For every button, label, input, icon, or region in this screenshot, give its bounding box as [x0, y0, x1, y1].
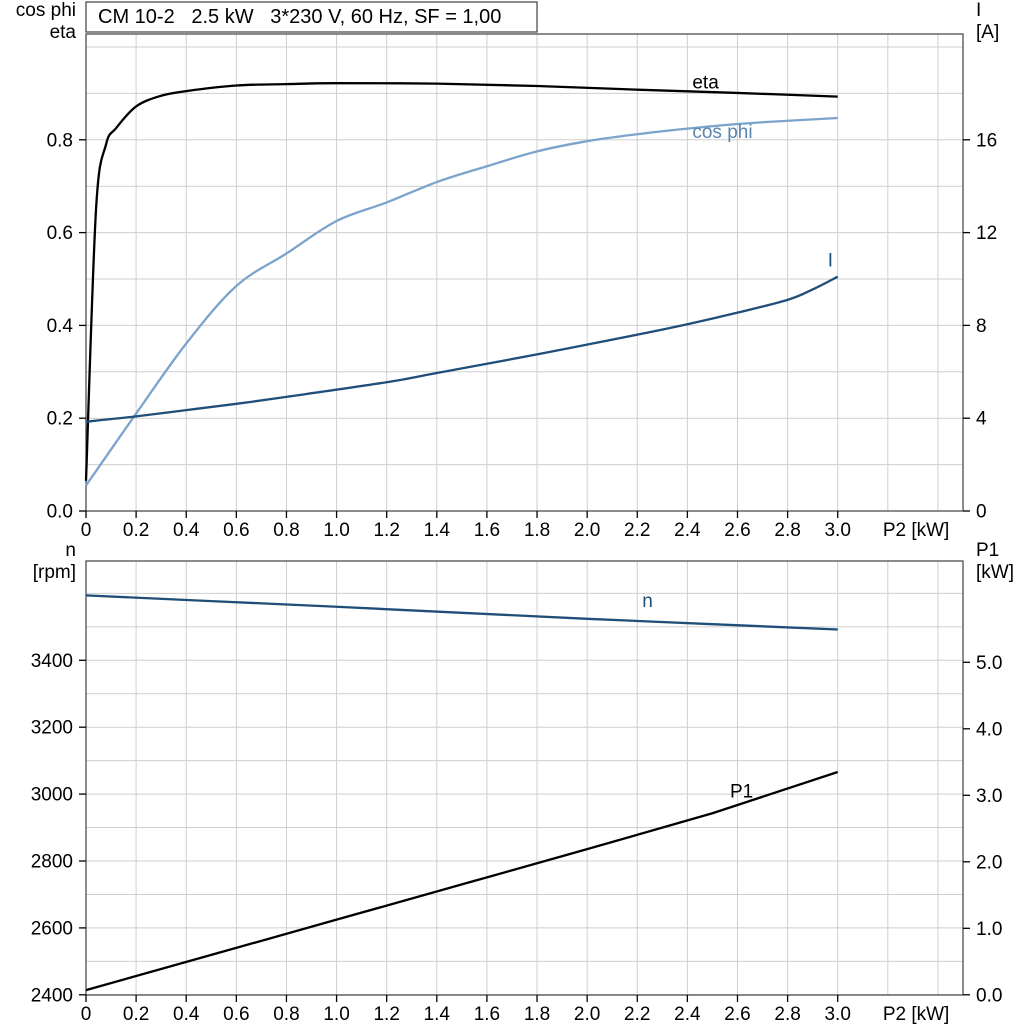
svg-text:1.8: 1.8 — [524, 1004, 550, 1024]
svg-text:0.2: 0.2 — [123, 1004, 149, 1024]
svg-text:[kW]: [kW] — [976, 562, 1014, 583]
svg-text:2.2: 2.2 — [624, 1004, 650, 1024]
svg-text:2.4: 2.4 — [674, 520, 701, 541]
svg-text:0.6: 0.6 — [47, 223, 73, 244]
svg-text:3.0: 3.0 — [976, 786, 1002, 807]
svg-text:0.2: 0.2 — [123, 520, 149, 541]
svg-text:I: I — [828, 251, 833, 272]
svg-text:4.0: 4.0 — [976, 719, 1002, 740]
svg-text:0.4: 0.4 — [173, 520, 200, 541]
svg-text:2.6: 2.6 — [724, 1004, 750, 1024]
svg-text:2.4: 2.4 — [674, 1004, 701, 1024]
svg-text:12: 12 — [976, 223, 997, 244]
svg-text:P1: P1 — [730, 781, 753, 802]
svg-text:8: 8 — [976, 316, 987, 337]
svg-text:2.8: 2.8 — [774, 1004, 800, 1024]
svg-text:1.8: 1.8 — [524, 520, 550, 541]
svg-text:5.0: 5.0 — [976, 653, 1002, 674]
svg-text:1.6: 1.6 — [474, 520, 500, 541]
svg-text:n: n — [642, 591, 653, 612]
svg-text:cos phi: cos phi — [16, 0, 76, 21]
svg-text:2600: 2600 — [31, 918, 73, 939]
svg-text:4: 4 — [976, 409, 987, 430]
svg-text:2400: 2400 — [31, 985, 73, 1006]
svg-text:I: I — [976, 0, 981, 21]
svg-text:3000: 3000 — [31, 785, 73, 806]
svg-text:1.0: 1.0 — [976, 919, 1002, 940]
svg-text:eta: eta — [50, 22, 77, 43]
svg-text:0: 0 — [976, 502, 987, 523]
svg-text:0.6: 0.6 — [223, 520, 249, 541]
svg-text:P2 [kW]: P2 [kW] — [883, 520, 950, 541]
svg-text:3400: 3400 — [31, 651, 73, 672]
svg-text:CM 10-2 2.5 kW 3*230 V, 60: CM 10-2 2.5 kW 3*230 V, 60 Hz, SF = 1,00 — [98, 6, 501, 28]
svg-text:[A]: [A] — [976, 22, 999, 43]
svg-text:eta: eta — [692, 73, 719, 94]
svg-text:0.2: 0.2 — [47, 409, 73, 430]
svg-text:1.2: 1.2 — [373, 520, 399, 541]
svg-text:2.6: 2.6 — [724, 520, 750, 541]
svg-text:0: 0 — [81, 520, 92, 541]
svg-text:1.4: 1.4 — [424, 520, 451, 541]
svg-text:cos phi: cos phi — [692, 122, 752, 143]
svg-text:0.4: 0.4 — [173, 1004, 200, 1024]
svg-text:1.2: 1.2 — [373, 1004, 399, 1024]
svg-text:2.2: 2.2 — [624, 520, 650, 541]
svg-text:P1: P1 — [976, 540, 999, 561]
svg-text:P2 [kW]: P2 [kW] — [883, 1004, 950, 1024]
svg-text:2.0: 2.0 — [574, 1004, 600, 1024]
svg-text:3200: 3200 — [31, 718, 73, 739]
svg-text:1.6: 1.6 — [474, 1004, 500, 1024]
svg-text:[rpm]: [rpm] — [33, 562, 76, 583]
svg-text:1.4: 1.4 — [424, 1004, 451, 1024]
svg-text:0.8: 0.8 — [273, 1004, 299, 1024]
svg-text:2.0: 2.0 — [976, 852, 1002, 873]
svg-text:n: n — [65, 540, 76, 561]
svg-text:3.0: 3.0 — [824, 1004, 850, 1024]
svg-text:0: 0 — [81, 1004, 92, 1024]
svg-text:3.0: 3.0 — [824, 520, 850, 541]
svg-text:0.4: 0.4 — [47, 316, 74, 337]
svg-text:0.0: 0.0 — [47, 502, 73, 523]
svg-text:0.0: 0.0 — [976, 985, 1002, 1006]
svg-text:16: 16 — [976, 130, 997, 151]
svg-text:2800: 2800 — [31, 852, 73, 873]
svg-text:0.8: 0.8 — [47, 130, 73, 151]
svg-text:2.0: 2.0 — [574, 520, 600, 541]
svg-text:2.8: 2.8 — [774, 520, 800, 541]
svg-text:0.8: 0.8 — [273, 520, 299, 541]
svg-text:1.0: 1.0 — [323, 520, 349, 541]
svg-text:1.0: 1.0 — [323, 1004, 349, 1024]
svg-text:0.6: 0.6 — [223, 1004, 249, 1024]
